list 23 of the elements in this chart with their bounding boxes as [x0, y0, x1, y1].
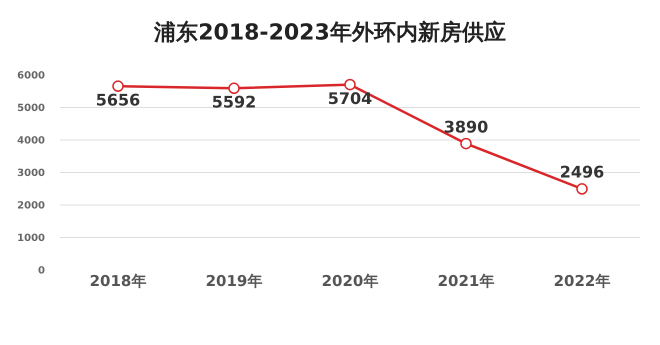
y-tick-label: 2000 — [17, 200, 46, 212]
x-tick-label: 2019年 — [206, 272, 262, 290]
y-tick-label: 4000 — [17, 136, 46, 146]
data-label: 5592 — [212, 92, 256, 112]
y-tick-label: 0 — [38, 266, 46, 276]
point — [228, 82, 240, 94]
x-tick-label: 2022年 — [554, 272, 610, 290]
x-tick-label: 2021年 — [438, 272, 494, 290]
y-tick-label: 6000 — [17, 70, 46, 82]
data-label: 2496 — [560, 162, 604, 182]
y-tick-label: 5000 — [17, 103, 46, 114]
y-tick-label: 3000 — [17, 168, 46, 179]
point — [112, 80, 124, 92]
data-label: 5704 — [328, 88, 372, 108]
point — [460, 138, 472, 150]
x-tick-label: 2020年 — [322, 272, 378, 290]
data-label: 5656 — [96, 90, 140, 110]
x-tick-label: 2018年 — [90, 272, 146, 290]
data-label: 3890 — [444, 117, 488, 136]
point — [576, 183, 588, 195]
point — [344, 78, 356, 90]
y-tick-label: 1000 — [17, 233, 46, 244]
chart-title: 浦东2018-2023年外环内新房供应 — [153, 20, 506, 46]
